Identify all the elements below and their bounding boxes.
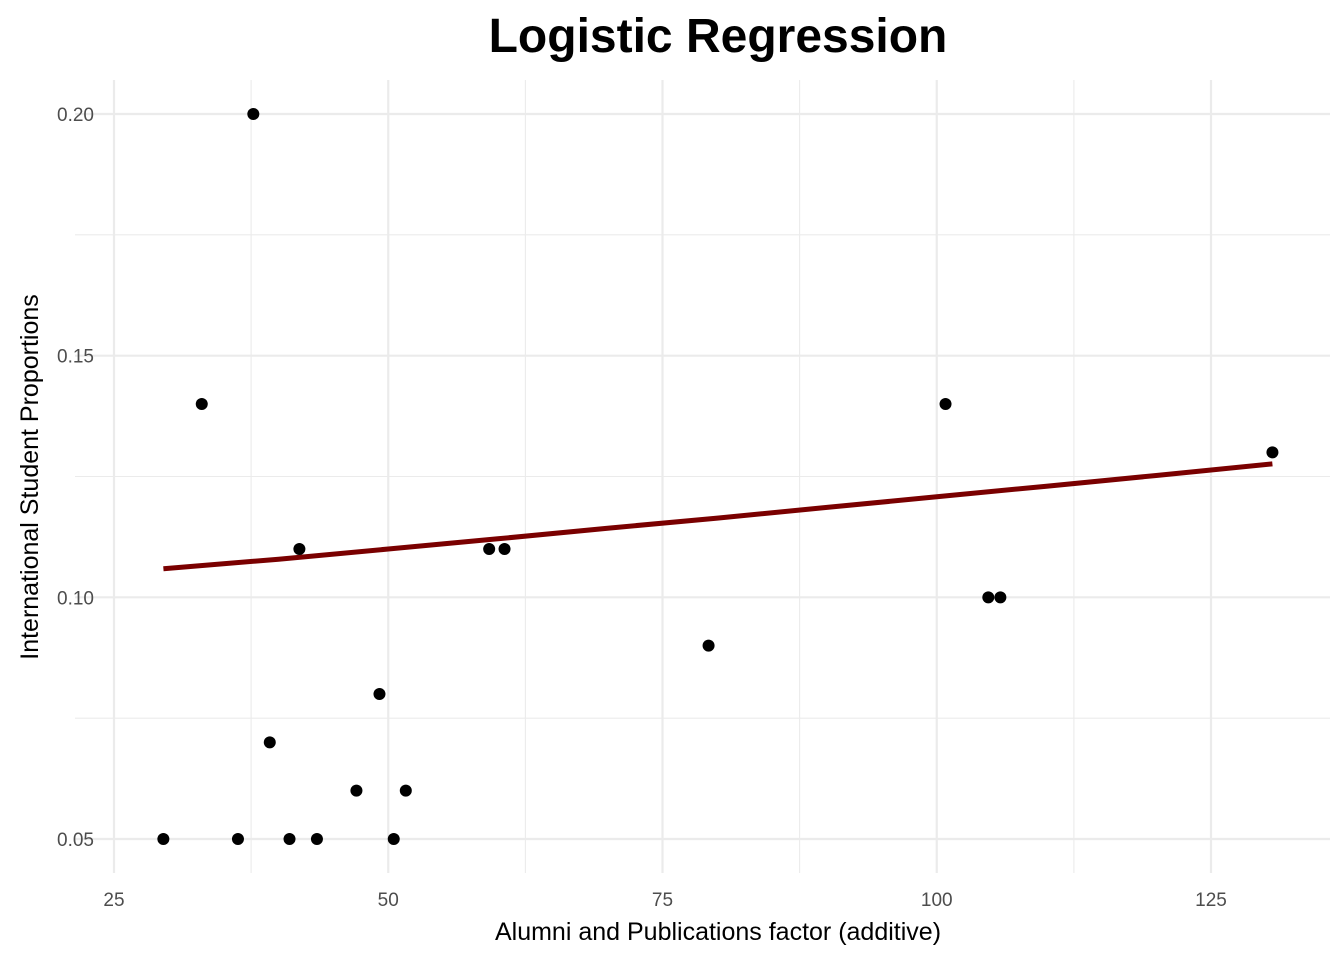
data-point [283,833,296,845]
fit-line-layer [163,461,1273,572]
x-tick-label: 100 [921,890,953,911]
data-point [293,543,306,555]
data-point [195,398,208,410]
y-axis-ticks: 0.05 0.10 0.15 0.20 [57,105,94,851]
y-axis-title: International Student Proportions [16,294,44,660]
x-tick-label: 25 [103,890,124,911]
data-point [399,784,412,797]
data-point [310,833,323,845]
data-point [387,833,400,845]
x-axis-title: Alumni and Publications factor (additive… [495,918,941,946]
y-tick-label: 0.10 [57,588,94,609]
data-point [247,108,260,120]
x-tick-label: 75 [652,890,673,911]
data-point [498,543,511,555]
data-point [483,543,496,555]
x-tick-label: 50 [378,890,399,911]
data-point [994,591,1007,604]
data-point [231,833,244,845]
x-tick-label: 125 [1195,890,1227,911]
data-point [1266,446,1279,459]
data-point [702,639,715,652]
y-tick-label: 0.05 [57,830,94,851]
data-point [157,833,170,845]
y-tick-label: 0.20 [57,105,94,126]
data-point [263,736,276,749]
fit-line [163,461,1273,572]
points-layer [157,108,1279,845]
chart-title: Logistic Regression [489,10,948,63]
data-point [350,784,363,797]
y-tick-label: 0.15 [57,347,94,368]
data-point [982,591,995,604]
x-axis-ticks: 25 50 75 100 125 [103,890,1226,911]
data-point [373,688,386,700]
data-point [939,398,952,410]
grid [75,80,1330,873]
